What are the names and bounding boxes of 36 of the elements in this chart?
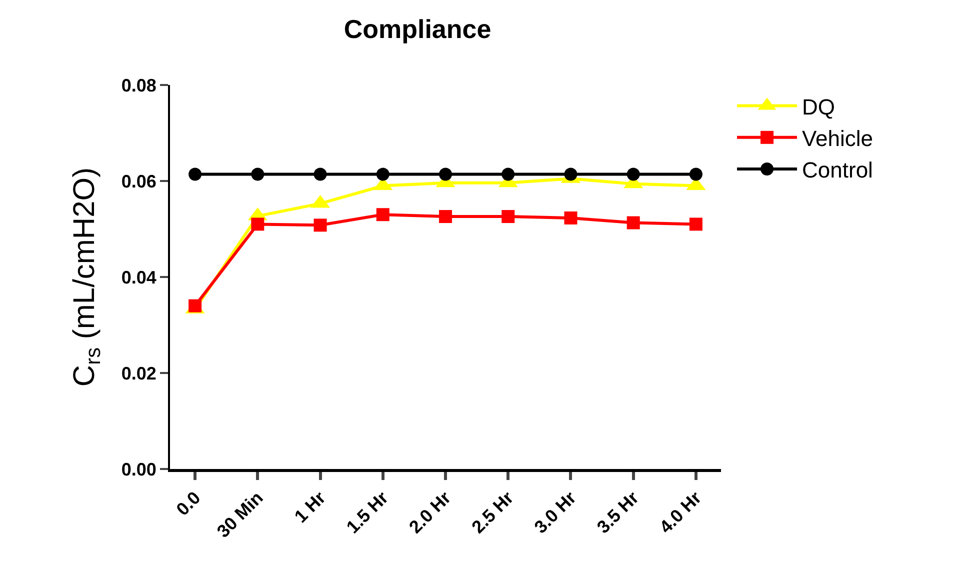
point bbox=[188, 168, 202, 181]
y-tick-label: 0.00 bbox=[121, 459, 156, 480]
x-tick-label: 0.0 bbox=[172, 488, 204, 520]
point bbox=[502, 168, 515, 181]
point bbox=[314, 218, 327, 232]
point bbox=[314, 168, 327, 181]
point bbox=[564, 168, 578, 181]
point bbox=[626, 168, 640, 181]
y-tick-label: 0.04 bbox=[121, 267, 156, 288]
point bbox=[439, 210, 452, 224]
point bbox=[376, 168, 390, 181]
point bbox=[188, 299, 202, 312]
y-tick-label: 0.08 bbox=[121, 75, 156, 96]
point bbox=[689, 218, 702, 231]
y-tick-label: 0.02 bbox=[121, 363, 156, 384]
legend-label: Vehicle bbox=[802, 126, 873, 151]
point bbox=[502, 210, 515, 224]
legend-label: DQ bbox=[802, 94, 836, 120]
x-tick-label: 1.5 Hr bbox=[342, 488, 392, 538]
x-tick-label: 2.0 Hr bbox=[405, 488, 455, 538]
x-tick-label: 30 Min bbox=[213, 488, 267, 542]
point bbox=[564, 211, 578, 224]
chart-title: Compliance bbox=[344, 14, 492, 44]
y-tick-label: 0.06 bbox=[121, 171, 156, 192]
point bbox=[439, 168, 452, 181]
x-tick-label: 3.0 Hr bbox=[530, 488, 580, 538]
point bbox=[376, 208, 390, 222]
x-tick-label: 4.0 Hr bbox=[656, 488, 706, 538]
point bbox=[251, 168, 264, 181]
x-tick-label: 2.5 Hr bbox=[468, 488, 518, 538]
x-tick-label: 3.5 Hr bbox=[593, 488, 643, 538]
point bbox=[251, 218, 264, 231]
legend-label: Control bbox=[802, 158, 873, 183]
x-tick-label: 1 Hr bbox=[290, 488, 330, 527]
point bbox=[626, 216, 640, 230]
point bbox=[689, 168, 702, 181]
